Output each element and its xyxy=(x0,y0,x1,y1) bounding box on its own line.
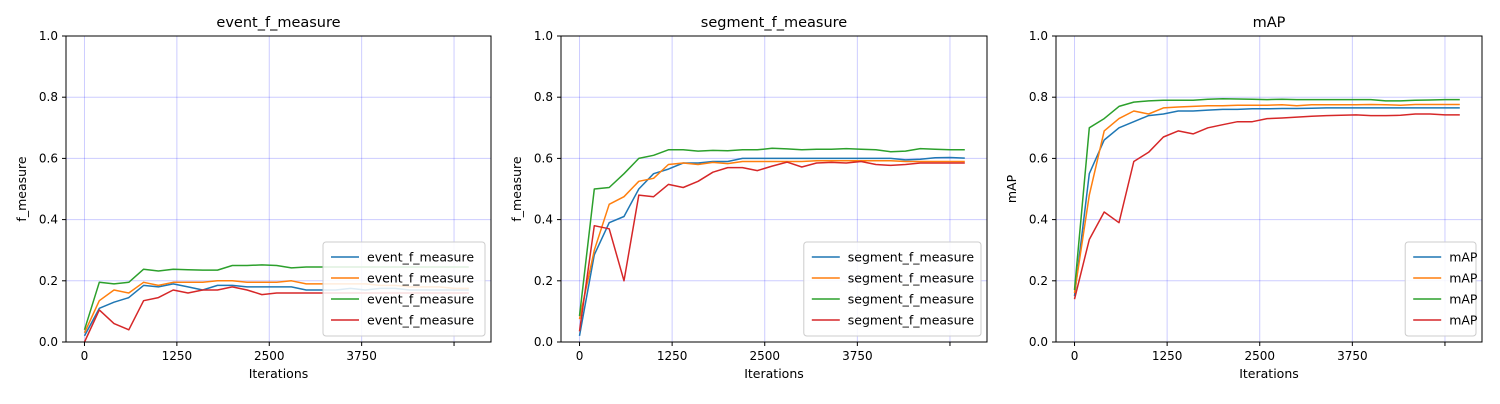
series-line-0 xyxy=(1073,107,1460,297)
y-tick-label: 0.2 xyxy=(1029,274,1048,288)
y-axis-label: f_measure xyxy=(509,156,524,221)
x-tick-label: 3750 xyxy=(1337,349,1368,363)
legend-box xyxy=(803,241,982,337)
y-tick-label: 0.6 xyxy=(39,151,58,165)
legend-label: mAP xyxy=(1449,313,1478,328)
x-tick-label: 0 xyxy=(81,349,89,363)
chart-panel: 0 1250 2500 3750 0.0 0.2 0.4 0.6 0.8 1.0 event_f_m… xyxy=(14,15,492,381)
y-tick-label: 0.2 xyxy=(534,274,553,288)
legend-label: mAP xyxy=(1449,292,1478,307)
y-tick-label: 1.0 xyxy=(1029,29,1048,43)
x-tick-label: 1250 xyxy=(162,349,193,363)
x-tick-label: 2500 xyxy=(749,349,780,363)
y-tick-label: 0.0 xyxy=(534,335,553,349)
chart-title: event_f_measure xyxy=(216,15,340,31)
y-axis-label: f_measure xyxy=(14,156,29,221)
legend-label: mAP xyxy=(1449,250,1478,265)
legend-label: event_f_measure xyxy=(367,271,474,286)
y-tick-label: 0.8 xyxy=(534,90,553,104)
x-axis-label: Iterations xyxy=(1239,366,1299,381)
legend-label: segment_f_measure xyxy=(848,313,975,328)
legend-box xyxy=(322,241,486,337)
chart-title: segment_f_measure xyxy=(701,15,848,31)
x-tick-label: 0 xyxy=(1071,349,1079,363)
y-tick-label: 0.4 xyxy=(1029,213,1048,227)
legend-label: mAP xyxy=(1449,271,1478,286)
series-line-2 xyxy=(578,147,965,317)
series-line-3 xyxy=(1073,113,1460,300)
legend: mAP mAP mAP mAP xyxy=(1404,241,1478,337)
legend-label: event_f_measure xyxy=(367,313,474,328)
x-axis-label: Iterations xyxy=(249,366,309,381)
axes-frame xyxy=(560,35,988,343)
legend: segment_f_measuresegment_f_measuresegmen… xyxy=(803,241,982,337)
y-tick-label: 1.0 xyxy=(534,29,553,43)
legend-box xyxy=(1404,241,1477,337)
y-tick-label: 0.0 xyxy=(1029,335,1048,349)
legend-label: segment_f_measure xyxy=(848,250,975,265)
legend-label: segment_f_measure xyxy=(848,292,975,307)
y-tick-label: 0.8 xyxy=(1029,90,1048,104)
legend-label: segment_f_measure xyxy=(848,271,975,286)
y-tick-label: 0.4 xyxy=(39,213,58,227)
legend: event_f_measure event_f_measure event_f_me… xyxy=(322,241,486,337)
y-tick-label: 0.2 xyxy=(39,274,58,288)
chart-title: mAP xyxy=(1253,15,1286,31)
y-tick-label: 0.8 xyxy=(39,90,58,104)
y-tick-label: 0.0 xyxy=(39,335,58,349)
y-tick-label: 0.6 xyxy=(534,151,553,165)
x-tick-label: 3750 xyxy=(842,349,873,363)
x-tick-label: 0 xyxy=(576,349,584,363)
series-line-1 xyxy=(1073,103,1460,294)
chart-panel: 0 1250 2500 3750 0.0 0.2 0.4 0.6 0.8 1.0 segment_f… xyxy=(509,15,988,381)
y-tick-label: 1.0 xyxy=(39,29,58,43)
x-axis-label: Iterations xyxy=(744,366,804,381)
series-line-1 xyxy=(578,160,965,320)
axes-frame xyxy=(1055,35,1483,343)
x-tick-label: 1250 xyxy=(657,349,688,363)
legend-label: event_f_measure xyxy=(367,292,474,307)
x-tick-label: 1250 xyxy=(1152,349,1183,363)
chart-panel: 0 1250 2500 3750 0.0 0.2 0.4 0.6 0.8 1.0 mAP Iterat… xyxy=(1004,15,1483,381)
x-tick-label: 2500 xyxy=(1244,349,1275,363)
legend-label: event_f_measure xyxy=(367,250,474,265)
y-axis-label: mAP xyxy=(1004,174,1019,203)
x-tick-label: 3750 xyxy=(346,349,377,363)
y-tick-label: 0.6 xyxy=(1029,151,1048,165)
series-line-3 xyxy=(578,160,965,332)
series-line-0 xyxy=(578,156,965,337)
axes-frame xyxy=(65,35,492,343)
x-tick-label: 2500 xyxy=(254,349,285,363)
series-line-2 xyxy=(1073,97,1460,291)
y-tick-label: 0.4 xyxy=(534,213,553,227)
